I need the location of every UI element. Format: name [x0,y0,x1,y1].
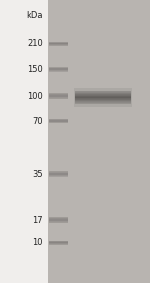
FancyBboxPatch shape [49,172,68,173]
FancyBboxPatch shape [49,95,68,96]
FancyBboxPatch shape [49,69,68,70]
FancyBboxPatch shape [49,120,68,121]
FancyBboxPatch shape [49,171,68,172]
FancyBboxPatch shape [49,94,68,95]
Text: 10: 10 [32,238,43,247]
FancyBboxPatch shape [49,175,68,176]
FancyBboxPatch shape [75,93,131,94]
FancyBboxPatch shape [49,44,68,45]
Text: kDa: kDa [26,11,43,20]
FancyBboxPatch shape [75,101,131,102]
FancyBboxPatch shape [49,220,68,221]
FancyBboxPatch shape [49,68,68,69]
FancyBboxPatch shape [49,173,68,174]
FancyBboxPatch shape [49,43,68,44]
FancyBboxPatch shape [49,45,68,46]
FancyBboxPatch shape [75,94,131,95]
FancyBboxPatch shape [49,244,68,245]
FancyBboxPatch shape [49,67,68,68]
Text: 70: 70 [32,117,43,126]
FancyBboxPatch shape [49,174,68,175]
FancyBboxPatch shape [74,88,132,107]
FancyBboxPatch shape [48,0,150,283]
FancyBboxPatch shape [75,100,131,101]
FancyBboxPatch shape [75,99,131,100]
FancyBboxPatch shape [75,91,131,92]
FancyBboxPatch shape [49,176,68,177]
FancyBboxPatch shape [49,121,68,122]
FancyBboxPatch shape [75,96,131,97]
FancyBboxPatch shape [49,97,68,98]
FancyBboxPatch shape [75,92,131,93]
FancyBboxPatch shape [49,42,68,43]
FancyBboxPatch shape [49,221,68,222]
FancyBboxPatch shape [49,222,68,223]
Text: 17: 17 [32,216,43,225]
FancyBboxPatch shape [49,241,68,242]
Text: 210: 210 [27,39,43,48]
FancyBboxPatch shape [49,242,68,243]
FancyBboxPatch shape [49,122,68,123]
FancyBboxPatch shape [49,71,68,72]
FancyBboxPatch shape [75,97,131,98]
FancyBboxPatch shape [49,219,68,220]
FancyBboxPatch shape [49,217,68,218]
FancyBboxPatch shape [75,98,131,99]
FancyBboxPatch shape [75,102,131,103]
FancyBboxPatch shape [49,70,68,71]
Text: 150: 150 [27,65,43,74]
FancyBboxPatch shape [75,95,131,96]
Text: 35: 35 [32,170,43,179]
Text: 100: 100 [27,92,43,101]
FancyBboxPatch shape [49,93,68,94]
FancyBboxPatch shape [49,96,68,97]
FancyBboxPatch shape [49,243,68,244]
FancyBboxPatch shape [49,119,68,120]
FancyBboxPatch shape [49,98,68,99]
FancyBboxPatch shape [75,103,131,104]
FancyBboxPatch shape [49,218,68,219]
